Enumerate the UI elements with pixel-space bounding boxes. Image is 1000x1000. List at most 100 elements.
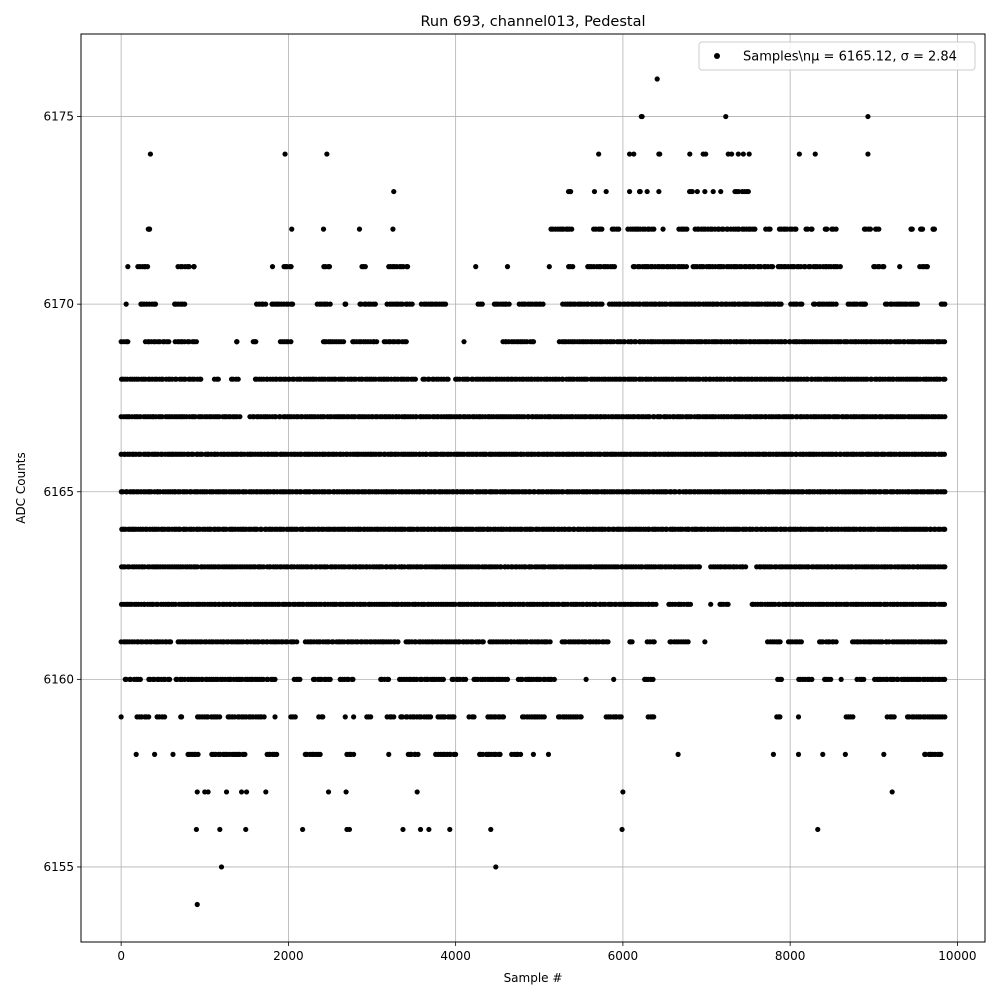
data-point [611,676,617,682]
data-point [809,226,815,232]
data-point [253,339,259,345]
data-point [683,264,690,270]
data-point [415,751,421,757]
data-point [300,826,306,833]
data-point [626,188,633,195]
data-point [504,264,511,270]
data-point [218,864,225,870]
data-point [343,301,349,307]
data-point [703,151,709,157]
data-point [234,339,240,345]
data-point [191,264,197,270]
data-point [746,151,752,157]
data-point [237,414,243,420]
data-point [261,714,267,720]
data-point [782,339,789,345]
data-point [242,751,248,757]
data-point [162,714,168,720]
data-point [123,301,129,307]
data-point [488,826,494,833]
data-point [385,676,392,682]
data-point [193,826,200,833]
data-point [798,639,804,645]
data-point [453,751,459,757]
data-point [284,639,290,645]
data-point [327,489,333,495]
data-point [463,676,469,682]
data-point [725,601,731,607]
data-point [320,714,326,720]
data-point [362,264,368,270]
data-point [820,751,826,757]
data-point [809,676,815,682]
data-point [395,639,401,645]
data-point [272,714,278,720]
data-point [297,676,303,682]
data-point [796,151,802,157]
data-point [815,826,821,833]
data-point [687,151,693,157]
data-point [137,676,143,682]
data-point [540,301,546,307]
data-point [531,489,538,495]
data-point [400,826,406,833]
data-point [745,188,751,195]
data-point [914,301,921,307]
data-point [689,188,695,195]
data-point [530,751,537,757]
y-tick-label: 6170 [43,297,74,311]
data-point [599,301,605,307]
data-point [473,264,479,270]
data-point [152,301,159,307]
data-point [837,264,843,270]
data-point [186,264,192,270]
data-point [799,301,805,307]
data-point [118,714,124,720]
data-point [288,339,294,345]
data-point [664,526,670,532]
data-point [833,301,839,307]
data-point [633,339,639,345]
data-point [272,676,278,682]
data-point [895,676,901,682]
data-point [861,676,867,682]
data-point [571,526,577,532]
data-point [168,639,174,645]
data-point [274,751,280,757]
data-point [675,751,681,757]
data-point [479,301,485,307]
data-point [493,864,499,870]
data-point [551,676,557,682]
data-point [865,151,871,157]
data-point [465,376,471,382]
data-point [778,301,784,307]
data-point [650,676,656,682]
data-point [770,751,777,757]
data-point [696,564,703,570]
legend: Samples\nμ = 6165.12, σ = 2.84 [698,41,976,71]
data-point [924,264,930,270]
data-point [356,226,363,232]
data-point [942,639,948,645]
data-point [442,301,449,307]
data-point [909,226,915,232]
data-point [637,188,643,195]
data-point [653,601,659,607]
data-point [694,188,700,195]
data-point [812,151,818,157]
y-tick-label: 6165 [43,485,74,499]
data-point [605,639,611,645]
data-point [942,414,948,420]
data-point [702,188,708,195]
data-point [889,789,895,795]
data-point [292,714,298,720]
data-point [881,751,887,757]
data-point [146,226,153,232]
data-point [151,751,158,757]
data-point [560,376,566,382]
data-point [423,451,430,457]
data-point [324,564,330,570]
data-point [269,264,276,270]
y-tick-label: 6160 [43,672,74,686]
data-point [144,264,151,270]
